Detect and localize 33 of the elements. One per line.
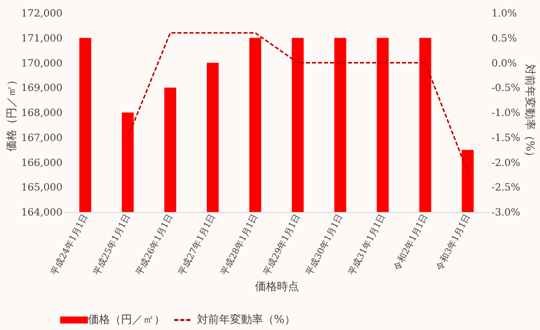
y2-tick-label: -2.0% — [492, 158, 520, 169]
y2-tick-label: -1.5% — [492, 132, 520, 144]
y2-tick-label: 0.5% — [492, 33, 517, 44]
x-tick-label: 平成25年1月1日 — [91, 212, 134, 278]
y-tick-label: 170,000 — [21, 58, 62, 70]
line-series — [127, 32, 468, 173]
x-axis-title: 価格時点 — [255, 280, 299, 293]
y2-tick-label: -2.5% — [492, 182, 520, 194]
y-tick-label: 172,000 — [21, 8, 62, 20]
legend-label: 対前年変動率（%） — [197, 313, 296, 326]
legend-label: 価格（円／㎡） — [88, 313, 165, 326]
y2-tick-label: -3.0% — [492, 208, 520, 218]
y2-tick-label: -1.0% — [492, 108, 520, 119]
y-tick-label: 164,000 — [21, 208, 62, 218]
y2-tick-label: 0.0% — [492, 58, 517, 70]
x-tick-label: 令和2年1月1日 — [392, 212, 431, 272]
x-tick-label: 平成31年1月1日 — [346, 212, 388, 278]
y-tick-label: 165,000 — [21, 182, 62, 194]
y2-tick-label: -0.5% — [492, 83, 520, 94]
x-tick-label: 平成29年1月1日 — [261, 212, 304, 278]
y-tick-label: 168,000 — [21, 108, 62, 119]
x-tick-label: 令和3年1月1日 — [434, 212, 474, 272]
y2-axis-title: 対前年変動率（%） — [523, 64, 536, 162]
y2-tick-label: 1.0% — [492, 8, 517, 20]
y-tick-label: 171,000 — [21, 33, 62, 44]
x-tick-label: 平成26年1月1日 — [134, 212, 176, 278]
y-tick-label: 169,000 — [21, 83, 62, 94]
x-tick-label: 平成30年1月1日 — [304, 212, 346, 278]
y-tick-label: 166,000 — [21, 158, 62, 169]
y-axis-title: 価格（円／㎡） — [5, 74, 18, 152]
y-tick-label: 167,000 — [21, 132, 62, 144]
x-tick-label: 平成27年1月1日 — [176, 212, 218, 278]
x-tick-label: 平成28年1月1日 — [218, 212, 261, 278]
